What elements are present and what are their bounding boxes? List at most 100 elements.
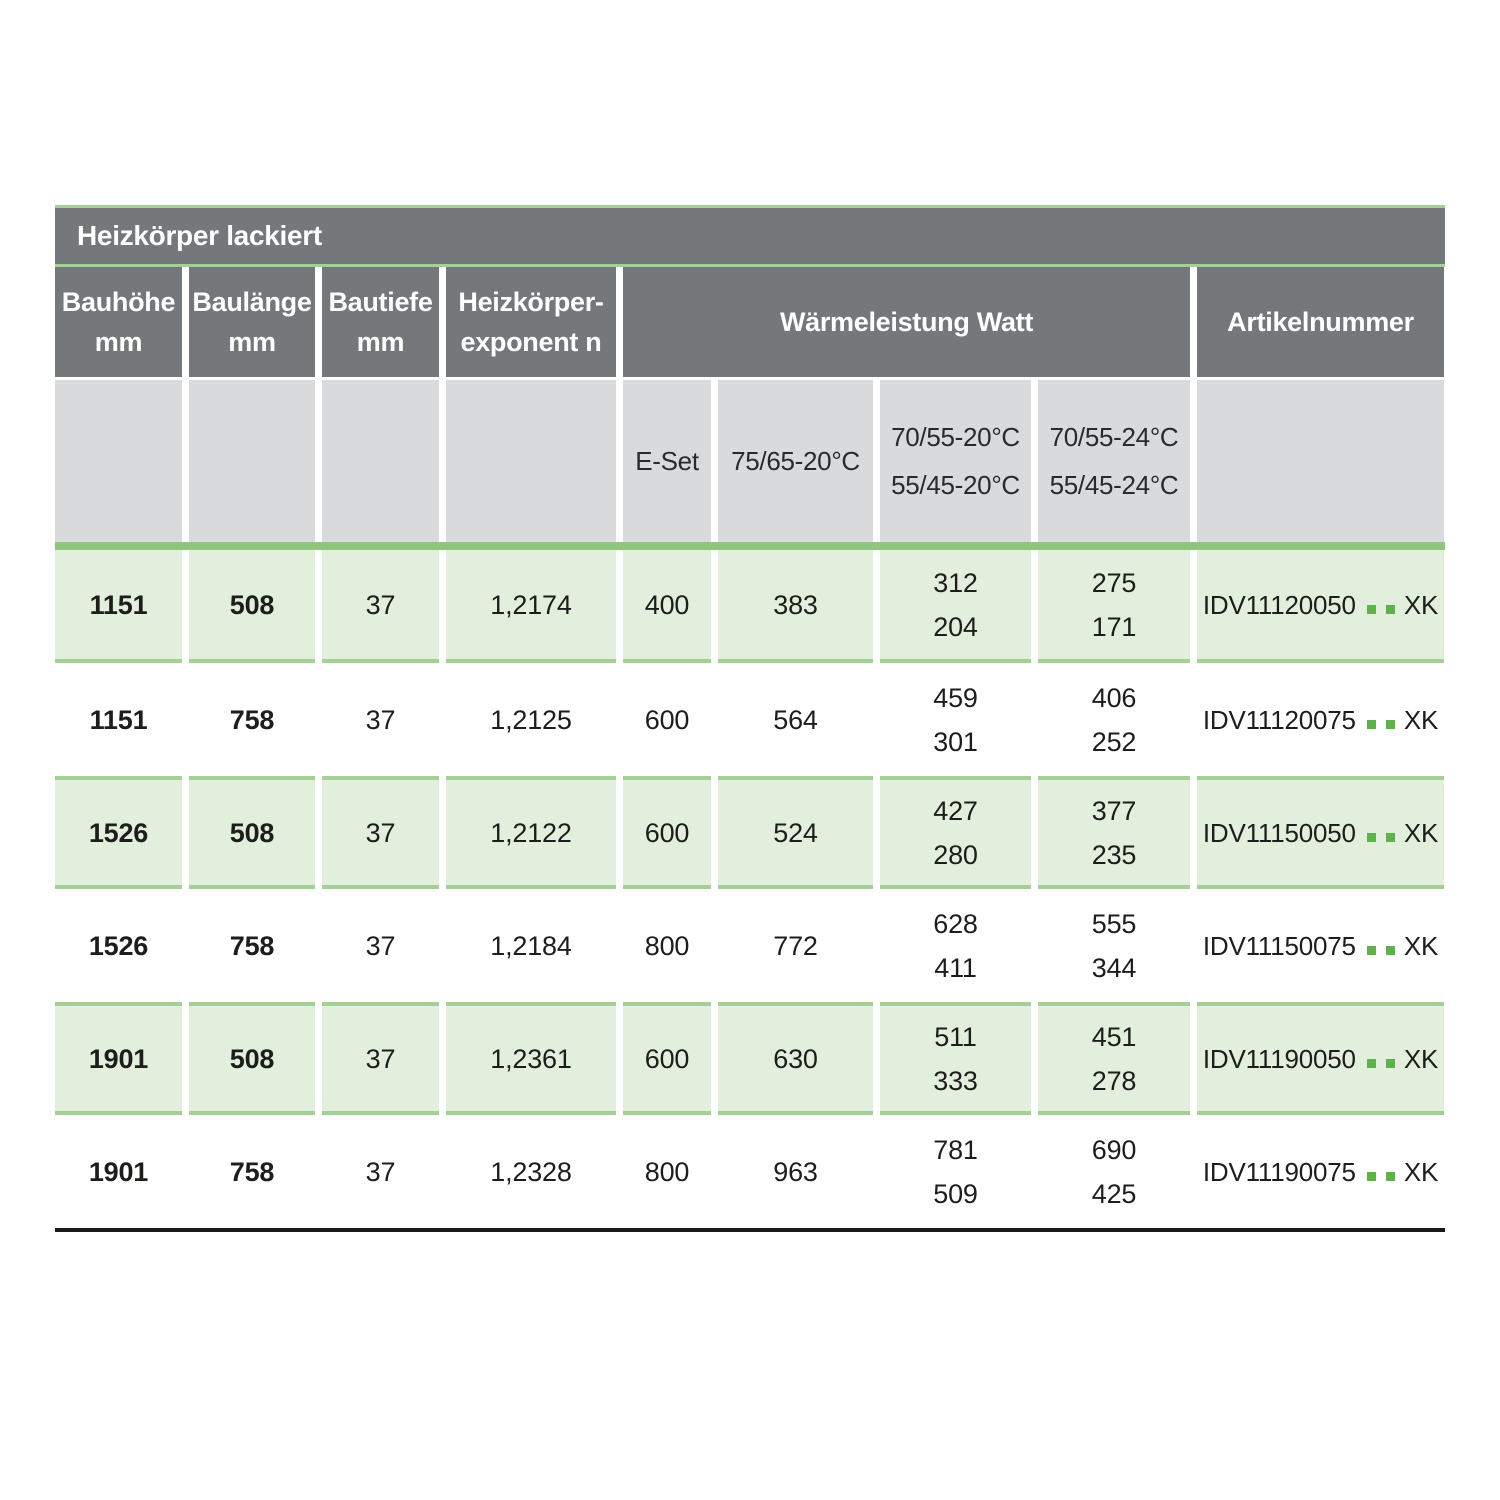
cell-exponent: 1,2328 (490, 1156, 572, 1187)
subheader-empty (55, 380, 182, 542)
article-number: IDV11190050 XK (1203, 1037, 1438, 1081)
watt-line: 427 (933, 795, 978, 826)
header-label-line: mm (228, 327, 276, 357)
article-number: IDV11120050 XK (1203, 583, 1438, 627)
cell-watt-7055-20: 427 280 (880, 776, 1031, 889)
top-accent-line (55, 205, 1445, 208)
cell-eset: 600 (623, 776, 711, 889)
article-suffix: XK (1403, 589, 1439, 620)
header-label-line: Bautiefe (328, 287, 433, 317)
watt-line: 344 (1091, 952, 1137, 983)
column-header-bautiefe: Bautiefe mm (322, 267, 439, 377)
watt-line: 628 (933, 908, 978, 939)
cell-watt-7565: 564 (773, 704, 818, 735)
article-suffix: XK (1403, 817, 1439, 848)
header-label-line: mm (94, 327, 143, 357)
article-code: IDV11190075 (1202, 1156, 1356, 1187)
article-suffix: XK (1403, 930, 1439, 961)
cell-bauhoehe: 1901 (88, 1156, 149, 1187)
cell-baulaenge: 508 (189, 776, 315, 889)
cell-bauhoehe: 1526 (88, 930, 149, 961)
watt-line: 781 (933, 1134, 978, 1165)
cell-artikelnummer: IDV11120075 XK (1197, 663, 1444, 776)
watt-line: 252 (1091, 726, 1137, 757)
watt-line: 411 (934, 952, 977, 983)
cell-bautiefe: 37 (365, 1156, 396, 1187)
cell-watt-7055-24: 377 235 (1038, 776, 1190, 889)
cell-baulaenge: 508 (189, 1002, 315, 1115)
table-bottom-border (55, 1228, 1445, 1232)
cell-watt-7055-20: 511 333 (880, 1002, 1031, 1115)
cell-watt-7055-24: 275 171 (1038, 550, 1190, 663)
cell-watt-7055-20: 312 204 (880, 550, 1031, 663)
cell-watt-7055-24: 690 425 (1038, 1115, 1190, 1228)
table-title-bar: Heizkörper lackiert (55, 208, 1445, 264)
article-suffix: XK (1403, 1156, 1439, 1187)
cell-exponent: 1,2174 (446, 550, 616, 663)
column-header-waermeleistung: Wärmeleistung Watt (623, 267, 1190, 377)
subheader-7055-24: 70/55-24°C 55/45-24°C (1038, 380, 1190, 542)
watt-line: 555 (1091, 908, 1137, 939)
cell-watt-7565: 772 (773, 930, 818, 961)
subheader-label-line: 70/55-20°C (891, 422, 1020, 452)
column-header-baulaenge: Baulänge mm (189, 267, 315, 377)
article-code: IDV11150075 (1202, 930, 1356, 961)
table-row: 1151 758 37 1,2125 600 564 459 301 406 2… (55, 663, 1445, 776)
watt-line: 406 (1091, 682, 1137, 713)
article-code: IDV11190050 (1202, 1043, 1356, 1074)
cell-watt-7055-20: 459 301 (880, 663, 1031, 776)
watt-line: 312 (933, 567, 978, 598)
article-placeholder-dots-icon (1366, 811, 1395, 855)
subheader-accent-band (55, 542, 1445, 550)
watt-line: 278 (1091, 1065, 1137, 1096)
table-row: 1526 508 37 1,2122 600 524 427 280 377 2… (55, 776, 1445, 889)
cell-watt-7565: 963 (773, 1156, 818, 1187)
cell-bauhoehe: 1151 (55, 550, 182, 663)
cell-watt-7565: 383 (718, 550, 873, 663)
watt-line: 451 (1091, 1021, 1137, 1052)
article-number: IDV11150075 XK (1203, 924, 1438, 968)
table-row: 1901 758 37 1,2328 800 963 781 509 690 4… (55, 1115, 1445, 1228)
article-number: IDV11150050 XK (1203, 811, 1438, 855)
cell-watt-7055-20: 628 411 (880, 889, 1031, 1002)
cell-eset: 600 (623, 1002, 711, 1115)
cell-baulaenge: 758 (229, 930, 275, 961)
title-divider-line (55, 264, 1445, 267)
article-number: IDV11120075 XK (1203, 698, 1438, 742)
cell-bautiefe: 37 (322, 776, 439, 889)
cell-artikelnummer: IDV11190050 XK (1197, 1002, 1444, 1115)
subheader-empty (446, 380, 616, 542)
subheader-empty (1197, 380, 1444, 542)
watt-line: 204 (933, 611, 978, 642)
header-label-line: Baulänge (192, 287, 312, 317)
cell-baulaenge: 758 (229, 704, 275, 735)
column-header-artikelnummer: Artikelnummer (1197, 267, 1444, 377)
cell-bauhoehe: 1526 (55, 776, 182, 889)
cell-baulaenge: 508 (189, 550, 315, 663)
article-placeholder-dots-icon (1366, 924, 1395, 968)
article-placeholder-dots-icon (1366, 1150, 1395, 1194)
header-label-line: Heizkörper- (458, 287, 604, 317)
table-row: 1901 508 37 1,2361 600 630 511 333 451 2… (55, 1002, 1445, 1115)
column-header-bauhoehe: Bauhöhe mm (55, 267, 182, 377)
subheader-7055-20: 70/55-20°C 55/45-20°C (880, 380, 1031, 542)
cell-artikelnummer: IDV11150050 XK (1197, 776, 1444, 889)
cell-watt-7055-24: 406 252 (1038, 663, 1190, 776)
cell-exponent: 1,2361 (446, 1002, 616, 1115)
subheader-eset: E-Set (623, 380, 711, 542)
watt-line: 511 (934, 1021, 977, 1052)
watt-line: 459 (933, 682, 978, 713)
watt-line: 425 (1091, 1178, 1137, 1209)
article-placeholder-dots-icon (1366, 583, 1395, 627)
cell-watt-7055-24: 451 278 (1038, 1002, 1190, 1115)
cell-artikelnummer: IDV11190075 XK (1197, 1115, 1444, 1228)
cell-eset: 600 (644, 704, 690, 735)
cell-artikelnummer: IDV11150075 XK (1197, 889, 1444, 1002)
cell-bautiefe: 37 (365, 704, 396, 735)
header-label-line: Bauhöhe (61, 287, 176, 317)
subheader-7565: 75/65-20°C (718, 380, 873, 542)
watt-line: 690 (1091, 1134, 1137, 1165)
watt-line: 280 (933, 839, 978, 870)
sub-header-row: E-Set 75/65-20°C 70/55-20°C 55/45-20°C 7… (55, 380, 1445, 542)
cell-watt-7565: 630 (718, 1002, 873, 1115)
